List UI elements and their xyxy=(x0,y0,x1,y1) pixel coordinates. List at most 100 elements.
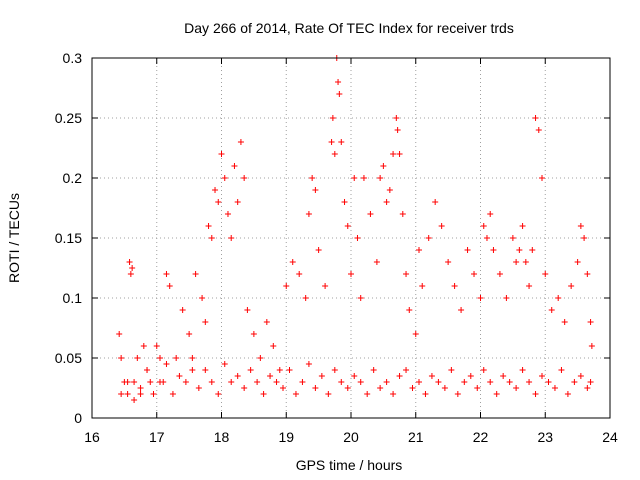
x-tick-label: 23 xyxy=(537,429,553,445)
data-point xyxy=(477,295,484,301)
data-point xyxy=(393,115,400,121)
x-tick-label: 20 xyxy=(343,429,359,445)
data-point xyxy=(357,295,364,301)
data-point xyxy=(445,259,452,265)
data-point xyxy=(509,235,516,241)
data-point xyxy=(577,223,584,229)
data-point xyxy=(189,367,196,373)
data-point xyxy=(215,199,222,205)
data-point xyxy=(506,379,513,385)
y-tick-label: 0.05 xyxy=(55,350,82,366)
data-point xyxy=(335,79,342,85)
data-point xyxy=(163,361,170,367)
data-point xyxy=(315,247,322,253)
data-point xyxy=(156,379,163,385)
data-point xyxy=(309,175,316,181)
data-point xyxy=(471,271,478,277)
x-tick-label: 21 xyxy=(408,429,424,445)
data-point xyxy=(584,271,591,277)
data-point xyxy=(526,283,533,289)
data-point xyxy=(338,139,345,145)
data-point xyxy=(483,235,490,241)
y-axis-label: ROTI / TECUs xyxy=(6,193,22,283)
data-point xyxy=(305,211,312,217)
data-point xyxy=(189,355,196,361)
data-point xyxy=(584,385,591,391)
data-point xyxy=(396,373,403,379)
data-point xyxy=(409,385,416,391)
data-point xyxy=(328,139,335,145)
data-point xyxy=(127,271,134,277)
data-point xyxy=(364,391,371,397)
data-point xyxy=(357,379,364,385)
data-point xyxy=(532,391,539,397)
data-point xyxy=(156,355,163,361)
data-point xyxy=(192,271,199,277)
data-point xyxy=(480,223,487,229)
data-point xyxy=(205,223,212,229)
data-point xyxy=(118,391,125,397)
data-point xyxy=(257,355,264,361)
data-point xyxy=(260,391,267,397)
data-point xyxy=(428,373,435,379)
data-point xyxy=(289,259,296,265)
data-point xyxy=(500,373,507,379)
data-point xyxy=(458,307,465,313)
data-point xyxy=(215,391,222,397)
data-point xyxy=(241,385,248,391)
data-point xyxy=(299,379,306,385)
data-point xyxy=(276,367,283,373)
data-point xyxy=(422,391,429,397)
data-point xyxy=(496,271,503,277)
data-point xyxy=(587,379,594,385)
data-point xyxy=(224,211,231,217)
data-point xyxy=(383,379,390,385)
data-point xyxy=(448,367,455,373)
data-point xyxy=(377,175,384,181)
grid xyxy=(92,58,610,418)
data-point xyxy=(296,271,303,277)
x-tick-label: 24 xyxy=(602,429,618,445)
y-tick-label: 0.15 xyxy=(55,230,82,246)
data-point xyxy=(280,385,287,391)
data-point xyxy=(176,373,183,379)
data-point xyxy=(487,211,494,217)
data-point xyxy=(467,373,474,379)
data-point xyxy=(124,391,131,397)
data-point xyxy=(254,379,261,385)
data-point xyxy=(441,385,448,391)
data-point xyxy=(221,361,228,367)
x-tick-label: 22 xyxy=(473,429,489,445)
data-point xyxy=(513,385,520,391)
data-point xyxy=(202,319,209,325)
data-point xyxy=(137,391,144,397)
data-point xyxy=(451,283,458,289)
data-point xyxy=(208,379,215,385)
data-point xyxy=(131,397,138,403)
data-point xyxy=(237,139,244,145)
data-point xyxy=(519,367,526,373)
data-point xyxy=(464,247,471,253)
data-point xyxy=(199,295,206,301)
data-point xyxy=(519,223,526,229)
data-point xyxy=(208,235,215,241)
data-point xyxy=(137,385,144,391)
data-point xyxy=(270,343,277,349)
data-point xyxy=(561,319,568,325)
axis-ticks: 16 17 18 19 20 21 22 23 24 0 0.05 0.1 0.15 0.2 0.25 0.3 xyxy=(55,50,618,445)
data-point xyxy=(432,199,439,205)
data-point xyxy=(493,391,500,397)
data-point xyxy=(564,391,571,397)
data-point xyxy=(551,385,558,391)
data-point xyxy=(390,151,397,157)
data-point xyxy=(169,391,176,397)
y-tick-label: 0.1 xyxy=(63,290,83,306)
data-point xyxy=(267,373,274,379)
data-point xyxy=(228,235,235,241)
data-point xyxy=(234,373,241,379)
x-tick-label: 19 xyxy=(278,429,294,445)
data-point xyxy=(461,379,468,385)
data-point xyxy=(435,379,442,385)
